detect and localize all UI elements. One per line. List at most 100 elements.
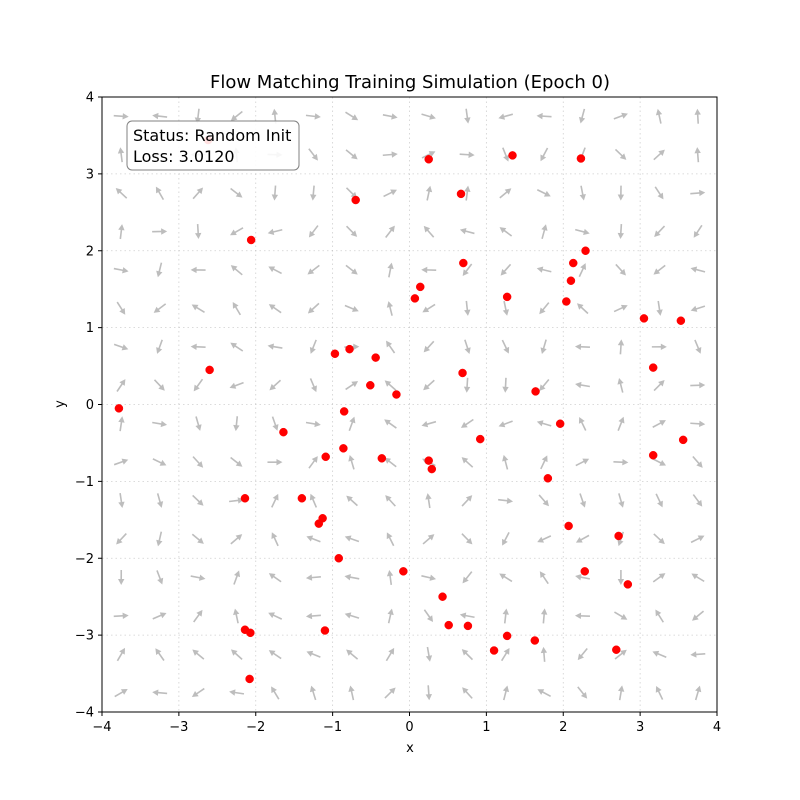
particle-point [475,434,485,444]
field-arrow [384,687,396,699]
field-arrow [574,612,590,620]
field-arrow [536,420,552,427]
field-arrow [345,381,359,391]
field-arrow [653,533,665,545]
field-arrow [690,382,706,389]
field-arrow [654,225,666,237]
particle-point [623,580,633,589]
field-arrow [192,456,204,468]
field-arrow [156,570,164,585]
particle-point [456,189,466,199]
particle-point [245,674,254,684]
field-arrow [305,574,321,581]
field-arrow [152,112,168,120]
field-arrow [694,147,701,163]
particle-point [330,349,340,359]
field-arrow [113,612,129,620]
field-arrow [617,569,625,585]
field-arrow [228,497,244,504]
field-arrow [617,223,625,240]
field-arrow [613,112,628,120]
field-arrow [694,108,701,124]
field-arrow [501,339,510,354]
field-arrow [421,574,437,581]
particle-point [438,592,447,601]
field-arrow [386,570,394,586]
field-arrow [152,458,167,466]
field-arrow [344,304,359,312]
field-arrow [539,378,550,392]
status-box-frame [126,120,300,171]
field-arrow [382,151,398,158]
particle-point [580,567,590,576]
field-arrow [192,494,204,506]
x-tick-label: −2 [246,720,265,735]
y-tick-label: −3 [75,629,94,644]
field-arrow [425,685,433,701]
field-arrow [617,685,625,701]
y-tick-label: 0 [86,398,94,413]
field-arrow [691,573,705,583]
field-arrow [156,262,163,278]
field-arrow [230,342,244,352]
field-arrow [536,112,552,120]
field-arrow [230,534,243,545]
field-arrow [116,379,126,392]
field-arrow [271,416,279,431]
field-arrow [118,224,125,240]
field-arrow [385,495,396,507]
field-arrow [190,266,206,274]
field-arrow [422,303,436,313]
field-arrow [230,227,244,236]
field-arrow [462,687,473,699]
particle-point [321,452,330,462]
field-arrow [310,185,317,201]
particle-point [568,258,578,268]
y-tick-label: −1 [75,475,94,490]
particle-point [502,292,512,302]
x-tick-label: −1 [323,720,342,735]
field-arrow [654,186,664,200]
field-arrow [268,304,282,314]
status-box: Status: Random Init Loss: 3.0120 [126,120,300,171]
x-tick-label: 2 [559,720,567,735]
field-arrow [539,571,549,585]
y-axis-ticks: −4 −3 −2 −1 0 1 2 3 4 [75,91,102,721]
field-arrow [464,300,471,316]
field-arrow [306,535,321,543]
field-arrow [422,534,435,545]
field-arrow [308,456,318,469]
particles [114,135,688,684]
field-arrow [267,343,283,350]
field-arrow [655,493,663,508]
particle-point [314,519,324,528]
field-arrow [575,574,590,581]
field-arrow [690,420,706,428]
field-arrow [307,302,320,314]
particle-point [459,258,468,268]
field-arrow [229,689,245,696]
field-arrow [577,686,588,699]
particle-point [555,419,565,428]
field-arrow [155,648,165,661]
particle-point [508,151,517,160]
particle-point [246,628,255,638]
particle-point [531,387,540,396]
field-arrow [346,495,358,507]
x-tick-label: 0 [405,720,413,735]
field-arrow [421,420,437,428]
field-arrow [618,493,625,508]
field-arrow [652,458,667,466]
field-arrow [579,185,586,201]
particle-point [614,531,623,541]
field-arrow [116,301,126,315]
particle-point [458,368,467,378]
particle-point [392,390,401,399]
particle-point [377,454,387,463]
particle-point [334,554,344,563]
field-arrow [575,381,590,389]
field-arrow [615,263,626,276]
field-arrow [614,611,628,620]
